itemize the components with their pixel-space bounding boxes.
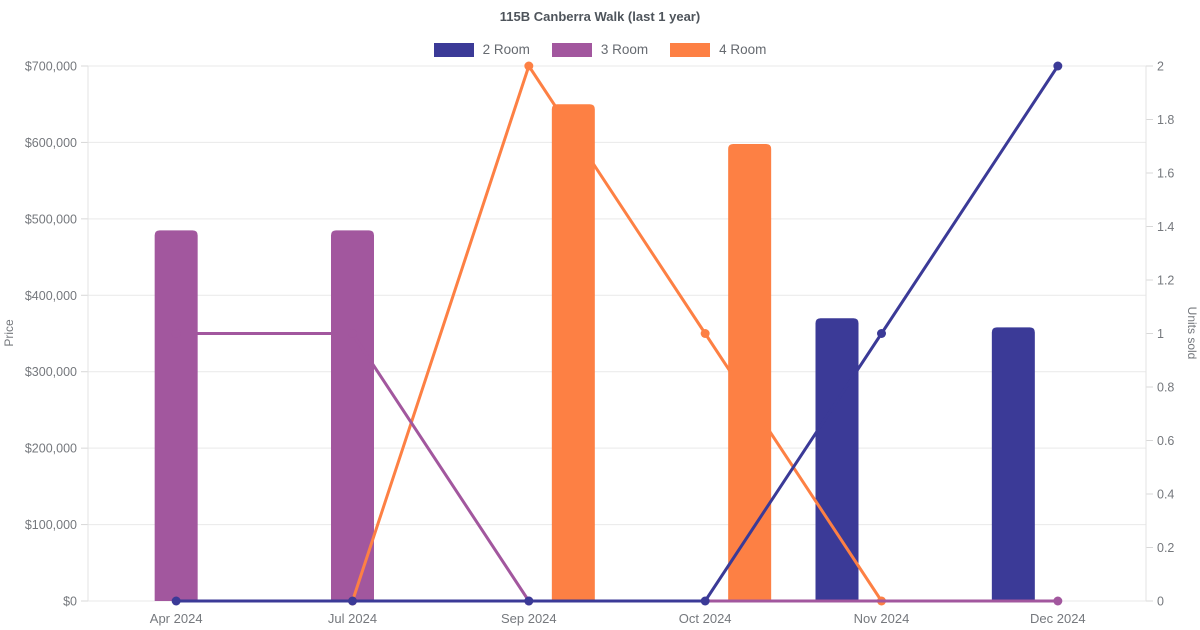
line-3-room xyxy=(174,332,1060,603)
y-axis-right-tick-label: 1 xyxy=(1157,327,1164,341)
point-2-room-nov-2024 xyxy=(877,329,886,338)
point-4-room-sep-2024 xyxy=(524,61,534,71)
y-axis-right-tick-label: 0.4 xyxy=(1157,488,1174,502)
legend-swatch-2-room xyxy=(433,42,474,57)
x-axis-label: Dec 2024 xyxy=(1030,611,1086,626)
y-axis-left-title: Price xyxy=(2,319,16,347)
point-2-room-sep-2024 xyxy=(524,596,534,606)
point-4-room-oct-2024 xyxy=(700,329,710,338)
legend-swatch-3-room xyxy=(551,42,592,57)
y-axis-right-tick-label: 0.8 xyxy=(1157,381,1174,395)
line-4-room xyxy=(351,64,883,603)
line-2-room xyxy=(174,64,1060,603)
point-2-room-jul-2024 xyxy=(348,596,357,606)
x-axis-label: Nov 2024 xyxy=(854,611,910,626)
x-axis-label: Jul 2024 xyxy=(328,611,377,626)
bar-2-room-dec-2024 xyxy=(991,327,1035,601)
bars xyxy=(154,104,1035,602)
y-axis-left-tick-label: $400,000 xyxy=(25,289,77,303)
legend-label-3-room: 3 Room xyxy=(600,42,649,57)
y-axis-left-tick-label: $200,000 xyxy=(25,442,77,456)
point-2-room-apr-2024 xyxy=(171,596,181,606)
point-2-room-oct-2024 xyxy=(700,596,710,606)
legend-item-3-room[interactable]: 3 Room xyxy=(551,42,649,57)
bar-4-room-oct-2024 xyxy=(728,143,772,601)
lines xyxy=(171,61,1063,606)
y-axis-right-tick-label: 0.2 xyxy=(1157,541,1174,555)
y-axis-right-tick-label: 2 xyxy=(1157,60,1164,74)
legend-item-4-room[interactable]: 4 Room xyxy=(670,42,766,57)
y-axis-right-tick-label: 1.2 xyxy=(1157,274,1174,288)
bar-2-room-nov-2024 xyxy=(815,318,859,601)
axis-labels: $0 $100,000 $200,000 $300,000 $400,000 $500,0… xyxy=(25,60,1175,627)
x-axis-label: Sep 2024 xyxy=(501,611,557,626)
y-axis-left-tick-label: $300,000 xyxy=(25,365,77,379)
point-2-room-dec-2024 xyxy=(1053,61,1063,71)
y-axis-right-tick-label: 1.8 xyxy=(1157,113,1174,127)
legend-swatch-4-room xyxy=(670,42,711,57)
y-axis-right-tick-label: 1.4 xyxy=(1157,220,1174,234)
legend-label-4-room: 4 Room xyxy=(719,42,767,57)
x-axis-label: Apr 2024 xyxy=(150,611,203,626)
y-axis-left-tick-label: $100,000 xyxy=(25,518,77,532)
point-3-room-jul-2024 xyxy=(348,329,357,338)
y-axis-left-tick-label: $500,000 xyxy=(25,212,77,226)
y-axis-left-tick-label: $0 xyxy=(63,595,77,609)
bar-4-room-sep-2024 xyxy=(551,104,595,601)
chart-legend: 2 Room 3 Room 4 Room xyxy=(0,42,1200,57)
y-axis-left-tick-label: $700,000 xyxy=(25,60,77,74)
chart-title: 115B Canberra Walk (last 1 year) xyxy=(499,9,701,24)
bar-3-room-apr-2024 xyxy=(154,230,198,602)
y-axis-right-title: Units sold xyxy=(1185,307,1199,360)
point-3-room-apr-2024 xyxy=(171,329,181,338)
legend-label-2-room: 2 Room xyxy=(482,42,530,57)
y-axis-right-tick-label: 1.6 xyxy=(1157,167,1174,181)
y-axis-right-tick-label: 0.6 xyxy=(1157,434,1174,448)
y-axis-left-tick-label: $600,000 xyxy=(25,136,77,150)
y-axis-right-tick-label: 0 xyxy=(1157,595,1164,609)
point-3-room-dec-2024 xyxy=(1053,596,1063,606)
legend-item-2-room[interactable]: 2 Room xyxy=(433,42,530,57)
bar-3-room-jul-2024 xyxy=(331,230,374,602)
x-axis-label: Oct 2024 xyxy=(679,611,732,626)
